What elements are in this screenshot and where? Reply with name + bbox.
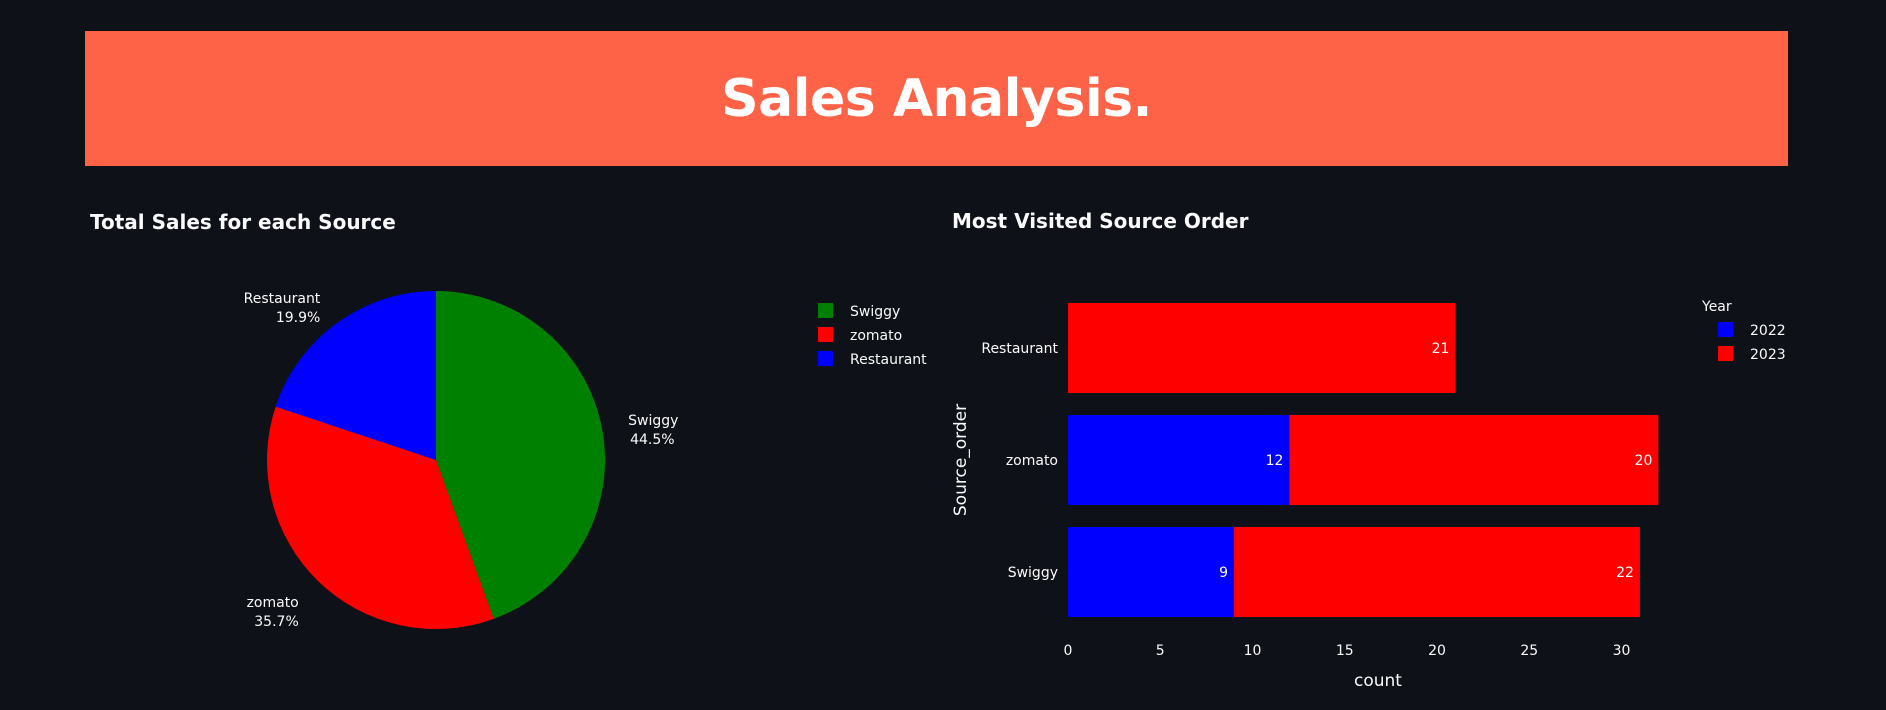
pie-chart-title: Total Sales for each Source: [90, 210, 396, 234]
bar-legend-label-2023: 2023: [1750, 347, 1786, 363]
pie-value-label-restaurant: 19.9%: [276, 310, 320, 326]
pie-slice-swiggy: [436, 291, 606, 619]
y-tick-label-restaurant: Restaurant: [981, 341, 1058, 357]
bar-data-label-zomato-2023: 20: [1635, 453, 1653, 469]
bar-zomato-2023: [1289, 415, 1659, 505]
x-tick-label-20: 20: [1428, 643, 1446, 659]
pie-slice-restaurant: [275, 291, 436, 460]
y-axis-title: Source_order: [951, 404, 971, 516]
page-title: Sales Analysis.: [721, 68, 1152, 129]
x-axis-title: count: [1354, 671, 1402, 691]
bar-restaurant-2023: [1068, 303, 1456, 393]
bar-chart-title: Most Visited Source Order: [952, 209, 1249, 233]
pie-legend-label-zomato: zomato: [850, 328, 902, 344]
bar-legend-title: Year: [1701, 299, 1732, 315]
pie-label-restaurant: Restaurant: [244, 291, 321, 307]
bar-data-label-zomato-2022: 12: [1266, 453, 1284, 469]
y-tick-label-zomato: zomato: [1006, 453, 1058, 469]
header-banner: Sales Analysis.: [85, 31, 1788, 166]
pie-label-zomato: zomato: [247, 595, 299, 611]
x-tick-label-0: 0: [1064, 643, 1073, 659]
pie-label-swiggy: Swiggy: [628, 413, 678, 429]
x-tick-label-5: 5: [1156, 643, 1165, 659]
bar-data-label-swiggy-2022: 9: [1219, 565, 1228, 581]
pie-legend-label-swiggy: Swiggy: [850, 304, 900, 320]
x-tick-label-30: 30: [1613, 643, 1631, 659]
y-tick-label-swiggy: Swiggy: [1008, 565, 1058, 581]
pie-legend-swatch-restaurant: [818, 351, 833, 366]
bar-zomato-2022: [1068, 415, 1290, 505]
pie-value-label-swiggy: 44.5%: [630, 432, 674, 448]
bar-legend-swatch-2023: [1718, 346, 1733, 361]
bar-data-label-swiggy-2023: 22: [1616, 565, 1634, 581]
bar-data-label-restaurant-2023: 21: [1432, 341, 1450, 357]
pie-slice-zomato: [267, 406, 494, 629]
pie-value-label-zomato: 35.7%: [254, 614, 298, 630]
pie-legend-swatch-zomato: [818, 327, 833, 342]
x-tick-label-10: 10: [1244, 643, 1262, 659]
pie-legend-swatch-swiggy: [818, 303, 833, 318]
bar-legend-label-2022: 2022: [1750, 323, 1786, 339]
pie-chart: Swiggy 44.5% zomato 35.7% Restaurant 19.9% Swi…: [244, 291, 927, 630]
pie-legend-label-restaurant: Restaurant: [850, 352, 927, 368]
bar-swiggy-2022: [1068, 527, 1235, 617]
x-tick-label-15: 15: [1336, 643, 1354, 659]
bar-legend-swatch-2022: [1718, 322, 1733, 337]
x-tick-label-25: 25: [1520, 643, 1538, 659]
bar-swiggy-2023: [1234, 527, 1640, 617]
